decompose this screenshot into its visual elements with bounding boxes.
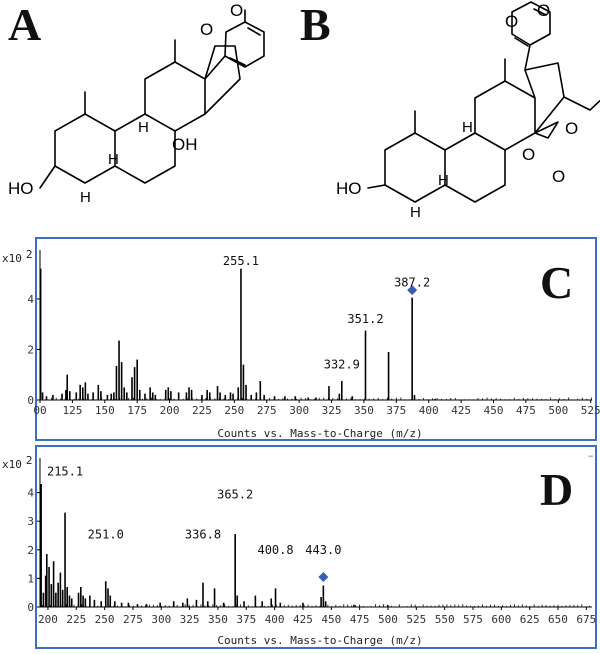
x-tick-label: 125: [62, 404, 82, 417]
x-tick-label: 300: [151, 613, 171, 626]
x-tick-label: 325: [180, 613, 200, 626]
x-tick-label: 350: [208, 613, 228, 626]
x-tick-label: 275: [123, 613, 143, 626]
atom-ring-o-a: O: [200, 20, 213, 39]
x-tick-label: 600: [491, 613, 511, 626]
spectrum-d-frame: [35, 445, 597, 649]
atom-h-c5-b: H: [410, 204, 421, 221]
x-tick-label: 500: [548, 404, 568, 417]
x-tick-label: 450: [321, 613, 341, 626]
spectrum-c-yaxis: 0 2 4: [27, 250, 592, 407]
x-tick-label: 225: [66, 613, 86, 626]
x-tick-label: 150: [95, 404, 115, 417]
atom-oxo-b: O: [537, 1, 550, 20]
atom-carbonyl-o-b: O: [552, 167, 565, 186]
spectrum-c-peaks: [39, 268, 592, 400]
atom-oxo-a: O: [230, 1, 243, 20]
atom-ring-o-b: O: [505, 12, 518, 31]
structure-b: B O O HO H H H O O O: [300, 0, 600, 221]
x-tick-label: 575: [463, 613, 483, 626]
atom-h-c8-b: H: [462, 119, 473, 136]
peak-label: 351.2: [347, 312, 383, 326]
spectrum-d-xlabel: Counts vs. Mass-to-Charge (m/z): [217, 634, 422, 647]
x-tick-label: 425: [451, 404, 471, 417]
y-tick-label: 0: [27, 394, 34, 407]
peak-label: 251.0: [88, 527, 124, 541]
x-tick-label: 425: [293, 613, 313, 626]
spectrum-d-peaks: [40, 484, 591, 607]
x-tick-label: 350: [354, 404, 374, 417]
structure-a: A O O HO H H H OH: [8, 0, 265, 206]
peak-label: 443.0: [305, 543, 341, 557]
peak-label: 255.1: [223, 254, 259, 268]
y-tick-label: 4: [27, 293, 34, 306]
peak-label: 332.9: [324, 357, 360, 371]
x-tick-label: 300: [289, 404, 309, 417]
spectrum-c-xlabel: Counts vs. Mass-to-Charge (m/z): [217, 427, 422, 440]
atom-h-c8-a: H: [138, 119, 149, 136]
x-tick-label: 250: [95, 613, 115, 626]
spectrum-c-peak-labels: 255.1 351.2 332.9 387.2: [223, 254, 430, 372]
peak-label: 400.8: [257, 543, 293, 557]
spectrum-d: x10 2 0 1 2 3 4 200 225 250 275 300 325 350 375 400 42…: [2, 445, 597, 649]
spectrum-d-xaxis: 200 225 250 275 300 325 350 375 400 425 450 475 500 5…: [38, 607, 596, 626]
x-tick-label: 525: [581, 404, 600, 417]
x-tick-label: 525: [406, 613, 426, 626]
x-tick-label: 400: [265, 613, 285, 626]
precursor-marker: [407, 285, 418, 296]
x-tick-label: 200: [38, 613, 58, 626]
x-tick-label: 375: [386, 404, 406, 417]
x-tick-label: 675: [576, 613, 596, 626]
peak-label: 387.2: [394, 275, 430, 289]
atom-oh-c14-a: OH: [172, 135, 198, 154]
x-tick-label: 200: [160, 404, 180, 417]
atom-ho-b: HO: [336, 179, 362, 198]
spectrum-c: x10 2 0 2 4 00 125 150 175 200 225 250 275 300 325 35…: [2, 237, 600, 441]
peak-label: 215.1: [47, 464, 83, 478]
y-tick-label: 4: [27, 487, 34, 500]
x-tick-label: 00: [33, 404, 46, 417]
atom-ho-a: HO: [8, 179, 34, 198]
peak-label: 365.2: [217, 487, 253, 501]
atom-epox-o-b: O: [522, 145, 535, 164]
x-tick-label: 400: [419, 404, 439, 417]
spectrum-c-multiplier: x10 2: [2, 248, 33, 265]
y-tick-label: 2: [27, 343, 34, 356]
atom-ester-o-b: O: [565, 119, 578, 138]
spectrum-d-multiplier: x10 2: [2, 454, 33, 471]
peak-label: 336.8: [185, 527, 221, 541]
x-tick-label: 475: [350, 613, 370, 626]
y-tick-label: 0: [27, 601, 34, 614]
spectrum-c-xaxis: 00 125 150 175 200 225 250 275 300 325 350 375 400 42…: [33, 400, 600, 417]
y-tick-label: 2: [27, 544, 34, 557]
x-tick-label: 550: [435, 613, 455, 626]
panel-label-c: C: [540, 257, 573, 308]
x-tick-label: 250: [224, 404, 244, 417]
x-tick-label: 275: [257, 404, 277, 417]
x-tick-label: 500: [378, 613, 398, 626]
x-tick-label: 325: [322, 404, 342, 417]
x-tick-label: 375: [236, 613, 256, 626]
panel-label-d: D: [540, 464, 573, 515]
spectrum-d-peak-labels: 215.1 251.0 336.8 365.2 400.8 443.0: [47, 464, 341, 557]
spectrum-c-frame: [35, 237, 597, 441]
y-tick-label: 1: [27, 572, 34, 585]
precursor-marker: [318, 571, 329, 582]
x-tick-label: 175: [127, 404, 147, 417]
x-tick-label: 475: [516, 404, 536, 417]
atom-h-c9-a: H: [108, 151, 119, 168]
x-tick-label: 625: [520, 613, 540, 626]
panel-label-b: B: [300, 0, 331, 50]
minimize-icon[interactable]: –: [588, 449, 594, 462]
panel-label-a: A: [8, 0, 41, 50]
x-tick-label: 650: [548, 613, 568, 626]
x-tick-label: 225: [192, 404, 212, 417]
atom-h-c5-a: H: [80, 189, 91, 206]
x-tick-label: 450: [484, 404, 504, 417]
y-tick-label: 3: [27, 515, 34, 528]
atom-h-c9-b: H: [438, 172, 449, 189]
